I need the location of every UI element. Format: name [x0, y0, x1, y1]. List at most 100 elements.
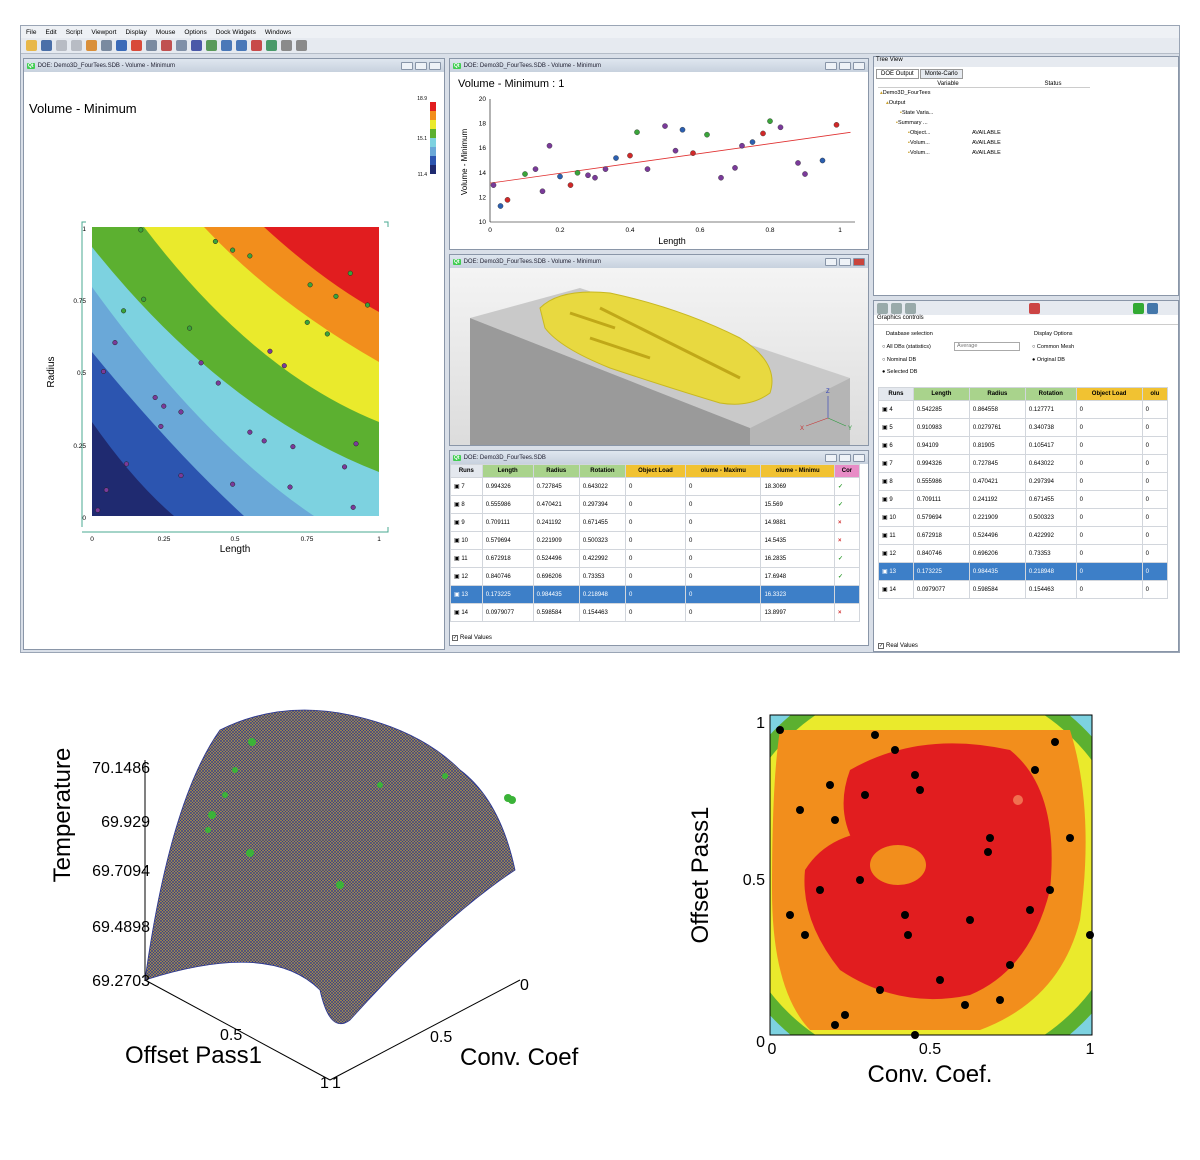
scatter-point[interactable]: [532, 166, 539, 172]
tab-monte-carlo[interactable]: Monte-Carlo: [919, 69, 963, 79]
menu-dock-widgets[interactable]: Dock Widgets: [215, 28, 256, 36]
table-row[interactable]: ▣ 8 0.555986 0.470421 0.297394 0 0: [878, 472, 1169, 491]
col-object-load[interactable]: Object Load: [624, 464, 687, 478]
3d-viewport[interactable]: Z Y X: [450, 268, 868, 445]
table-row[interactable]: ▣ 10 0.579694 0.221909 0.500323 0 0 14.5435 ×: [450, 531, 861, 550]
sample-point[interactable]: [178, 472, 184, 479]
tree-item[interactable]: ▪ State Varia...: [880, 108, 1178, 118]
sample-point[interactable]: [324, 331, 330, 337]
sample-point[interactable]: [333, 293, 339, 299]
scatter-point[interactable]: [690, 150, 696, 156]
scatter-point[interactable]: [490, 182, 497, 188]
3d-view-window[interactable]: Qt DOE: Demo3D_FourTees.SDB - Volume - M…: [449, 254, 869, 446]
scatter-point[interactable]: [613, 155, 619, 161]
radio-original-db[interactable]: ● Original DB: [1032, 357, 1065, 363]
contour-plot-window[interactable]: Qt DOE: Demo3D_FourTees.SDB - Volume - M…: [23, 58, 445, 650]
scatter-point[interactable]: [497, 203, 504, 209]
tool-icon[interactable]: [281, 40, 292, 51]
surface-plot-3d[interactable]: 70.1486 69.929 69.7094 69.4898 69.2703 T…: [20, 690, 580, 1110]
scatter-point[interactable]: [592, 174, 598, 181]
minimize-button[interactable]: [825, 61, 837, 70]
contour-plot[interactable]: 0 0.25 0.5 0.75 1 0 0.25 0.5 0.75 1 Leng…: [24, 72, 444, 650]
sample-point[interactable]: [281, 363, 287, 369]
table-row[interactable]: ▣ 14 0.0979077 0.598584 0.154463 0 0 13.8997 ×: [450, 603, 861, 622]
maximize-button[interactable]: [415, 61, 427, 70]
sample-point[interactable]: [247, 429, 253, 435]
table-row[interactable]: ▣ 12 0.840746 0.696206 0.73353 0 0 17.6948 ✓: [450, 567, 861, 586]
scatter-point[interactable]: [539, 188, 546, 195]
sample-point[interactable]: [353, 441, 359, 447]
real-values-checkbox[interactable]: ✓: [878, 643, 884, 649]
table-row[interactable]: ▣ 9 0.709111 0.241192 0.671455 0 0: [878, 490, 1169, 509]
scatter-plot-window[interactable]: Qt DOE: Demo3D_FourTees.SDB - Volume - M…: [449, 58, 869, 250]
maximize-button[interactable]: [839, 61, 851, 70]
sample-point[interactable]: [161, 403, 167, 409]
sample-point[interactable]: [247, 253, 253, 259]
tree-item[interactable]: ▪ Summary ...: [880, 118, 1178, 128]
move-icon[interactable]: [296, 40, 307, 51]
refresh-icon[interactable]: [1029, 302, 1040, 314]
tab-doe-output[interactable]: DOE Output: [876, 69, 919, 79]
scatter-point[interactable]: [802, 171, 808, 177]
scatter-point[interactable]: [679, 126, 686, 133]
scatter-point[interactable]: [602, 166, 609, 172]
scatter-point[interactable]: [795, 160, 801, 166]
sample-point[interactable]: [138, 227, 144, 233]
menu-windows[interactable]: Windows: [264, 28, 292, 36]
runs-table-window[interactable]: Qt DOE: Demo3D_FourTees.SDB Runs Length …: [449, 450, 869, 646]
minimize-button[interactable]: [825, 257, 837, 266]
save-icon[interactable]: [41, 40, 52, 51]
scatter-point[interactable]: [662, 123, 668, 129]
sample-point[interactable]: [121, 308, 127, 314]
tool-icon[interactable]: [877, 302, 888, 314]
col-rotation[interactable]: Rotation: [1024, 387, 1077, 401]
sample-point[interactable]: [152, 394, 158, 401]
table-row[interactable]: ▣ 6 0.94109 0.81905 0.105417 0 0: [878, 436, 1169, 455]
sample-point[interactable]: [103, 487, 109, 493]
layout2-icon[interactable]: [221, 40, 232, 51]
col-radius[interactable]: Radius: [968, 387, 1026, 401]
sample-point[interactable]: [304, 319, 310, 325]
scatter-point[interactable]: [567, 182, 574, 188]
sample-point[interactable]: [212, 238, 218, 244]
sample-point[interactable]: [230, 247, 236, 253]
col-length[interactable]: Length: [912, 387, 970, 401]
maximize-button[interactable]: [839, 257, 851, 266]
table-row[interactable]: ▣ 13 0.173225 0.984435 0.218948 0 0 16.3323: [450, 585, 861, 604]
tree-item[interactable]: ▪ Volum... AVAILABLE: [880, 138, 1178, 148]
sample-point[interactable]: [230, 481, 236, 487]
table-row[interactable]: ▣ 14 0.0979077 0.598584 0.154463 0 0: [878, 580, 1169, 599]
scatter-point[interactable]: [739, 142, 745, 149]
scatter-point[interactable]: [777, 124, 784, 131]
table-row[interactable]: ▣ 7 0.994326 0.727845 0.643022 0 0: [878, 454, 1169, 473]
table-row[interactable]: ▣ 11 0.672918 0.524496 0.422992 0 0 16.2835 ✓: [450, 549, 861, 568]
menu-file[interactable]: File: [26, 28, 37, 36]
scatter-point[interactable]: [557, 173, 563, 180]
axis-icon[interactable]: [146, 40, 157, 51]
minimize-button[interactable]: [825, 453, 837, 462]
real-values-checkbox[interactable]: ✓: [452, 635, 458, 641]
scatter-point[interactable]: [732, 165, 738, 171]
scatter-point[interactable]: [522, 171, 528, 177]
col-runs[interactable]: Runs: [450, 464, 483, 478]
menu-options[interactable]: Options: [184, 28, 207, 36]
sample-point[interactable]: [342, 464, 348, 470]
sample-point[interactable]: [261, 438, 267, 444]
grid-icon[interactable]: [891, 302, 902, 314]
table-row[interactable]: ▣ 10 0.579694 0.221909 0.500323 0 0: [878, 508, 1169, 527]
statistic-select[interactable]: Average: [954, 342, 1020, 351]
table-row[interactable]: ▣ 11 0.672918 0.524496 0.422992 0 0: [878, 526, 1169, 545]
tree-item[interactable]: ▴ Output: [880, 98, 1178, 108]
table-row[interactable]: ▣ 7 0.994326 0.727845 0.643022 0 0 18.3069 ✓: [450, 477, 861, 496]
col-runs[interactable]: Runs: [878, 387, 914, 401]
radio-nominal-db[interactable]: ○ Nominal DB: [882, 357, 917, 363]
sample-point[interactable]: [350, 504, 356, 510]
sample-point[interactable]: [198, 360, 204, 366]
scatter-point[interactable]: [672, 147, 679, 154]
sample-point[interactable]: [290, 444, 296, 450]
people-icon[interactable]: [1147, 302, 1158, 314]
scatter-point[interactable]: [504, 197, 511, 203]
close-button[interactable]: [853, 257, 865, 266]
menu-display[interactable]: Display: [125, 28, 147, 36]
sample-point[interactable]: [123, 461, 129, 467]
